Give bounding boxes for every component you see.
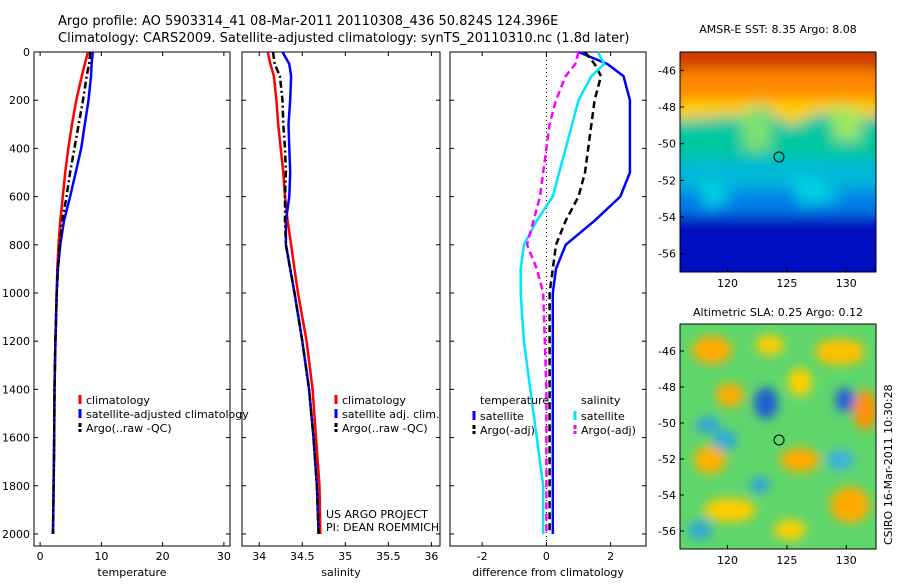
sst-lat-label: -54	[658, 211, 676, 224]
difference-legend-salinity-label: Argo(-adj)	[581, 424, 636, 437]
sst-lat-label: -50	[658, 138, 676, 151]
difference-xlabel: difference from climatology	[472, 566, 624, 579]
difference-series-2	[519, 51, 606, 534]
depth-tick-label: 1400	[2, 383, 30, 396]
salinity-series-2	[271, 51, 320, 535]
sla-map: Altimetric SLA: 0.25 Argo: 0.12	[658, 306, 877, 567]
sla-lat-label: -48	[658, 381, 676, 394]
difference-xtick-label: -2	[477, 550, 488, 563]
difference-series-3	[525, 51, 580, 534]
sla-argo-marker	[773, 434, 785, 446]
sla-lat-label: -56	[658, 525, 676, 538]
difference-legend-temperature-label: Argo(-adj)	[480, 424, 535, 437]
sst-lon-label: 130	[836, 277, 857, 290]
sst-map-title: AMSR-E SST: 8.35 Argo: 8.08	[699, 23, 857, 36]
salinity-legend-label: climatology	[342, 394, 406, 407]
sst-lat-label: -56	[658, 248, 676, 261]
sst-map: AMSR-E SST: 8.35 Argo: 8.08 120 125 130 -46…	[658, 23, 877, 290]
salinity-series-1	[281, 51, 320, 535]
sst-argo-marker	[773, 151, 785, 163]
depth-tick-label: 600	[9, 191, 30, 204]
figure-title-line1: Argo profile: AO 5903314_41 08-Mar-2011 …	[58, 14, 558, 29]
sla-map-title: Altimetric SLA: 0.25 Argo: 0.12	[693, 306, 863, 319]
salinity-xlabel: salinity	[321, 566, 361, 579]
sla-lon-label: 125	[776, 554, 797, 567]
depth-tick-label: 200	[9, 94, 30, 107]
salinity-xtick-label: 34.5	[290, 550, 315, 563]
salinity-legend-label: Argo(..raw -QC)	[342, 422, 428, 435]
credit-text: CSIRO 16-Mar-2011 10:30:28	[882, 384, 895, 545]
difference-series-1	[548, 51, 603, 534]
figure-title-line2: Climatology: CARS2009. Satellite-adjuste…	[58, 31, 630, 46]
sla-lat-label: -50	[658, 417, 676, 430]
difference-legend-salinity-label: satellite	[581, 410, 625, 423]
temperature-xtick-label: 10	[94, 550, 108, 563]
salinity-xtick-label: 35.5	[376, 550, 401, 563]
temperature-series-0	[51, 51, 90, 535]
salinity-plot-frame	[241, 51, 441, 547]
temperature-xlabel: temperature	[97, 566, 166, 579]
sla-lat-label: -46	[658, 345, 676, 358]
difference-legend-temperature-label: satellite	[480, 410, 524, 423]
sla-lat-label: -52	[658, 453, 676, 466]
depth-tick-label: 1600	[2, 432, 30, 445]
pi-label: PI: DEAN ROEMMICH	[326, 521, 439, 534]
temperature-xtick-label: 0	[37, 550, 44, 563]
temperature-plot-frame	[33, 51, 231, 547]
sst-lon-label: 120	[717, 277, 738, 290]
difference-xtick-label: 0	[543, 550, 550, 563]
sst-lat-label: -48	[658, 101, 676, 114]
temperature-xtick-label: 20	[156, 550, 170, 563]
difference-legend-temperature-title: temperature	[480, 394, 549, 407]
project-label: US ARGO PROJECT	[326, 508, 428, 521]
temperature-legend-label: Argo(..raw -QC)	[86, 422, 172, 435]
depth-tick-label: 1200	[2, 335, 30, 348]
salinity-xtick-label: 35	[338, 550, 352, 563]
salinity-series-0	[266, 51, 322, 535]
sla-lat-label: -54	[658, 489, 676, 502]
salinity-xtick-label: 34	[252, 550, 266, 563]
depth-tick-label: 800	[9, 239, 30, 252]
difference-xtick-label: 2	[607, 550, 614, 563]
sst-lat-label: -46	[658, 64, 676, 77]
sla-field	[680, 324, 876, 549]
salinity-panel: 34 34.5 35 35.5 36 salinity	[241, 51, 441, 579]
sst-field	[680, 52, 876, 272]
sla-lon-label: 130	[836, 554, 857, 567]
difference-panel: -2 0 2 difference from climatology	[449, 50, 647, 579]
depth-tick-label: 2000	[2, 528, 30, 541]
temperature-xtick-label: 30	[217, 550, 231, 563]
depth-tick-label: 1800	[2, 480, 30, 493]
difference-legend: temperature salinitysatelliteArgo(-adj)sa…	[472, 394, 636, 437]
sst-lon-label: 125	[776, 277, 797, 290]
depth-tick-label: 1000	[2, 287, 30, 300]
difference-plot-frame	[449, 51, 647, 547]
depth-tick-label: 400	[9, 142, 30, 155]
temperature-series-2	[51, 51, 92, 535]
salinity-xtick-label: 36	[424, 550, 438, 563]
sst-lat-label: -52	[658, 174, 676, 187]
temperature-panel: 0 200 400 600 800 1000 1200 1400 1600 1800 2000 0 10…	[2, 46, 231, 579]
depth-tick-label: 0	[23, 46, 30, 59]
salinity-legend-label: satellite adj. clim.	[342, 408, 439, 421]
temperature-legend-label: satellite-adjusted climatology	[86, 408, 249, 421]
difference-legend-salinity-title: salinity	[581, 394, 621, 407]
temperature-legend-label: climatology	[86, 394, 150, 407]
difference-series-0	[551, 50, 632, 534]
sla-lon-label: 120	[717, 554, 738, 567]
